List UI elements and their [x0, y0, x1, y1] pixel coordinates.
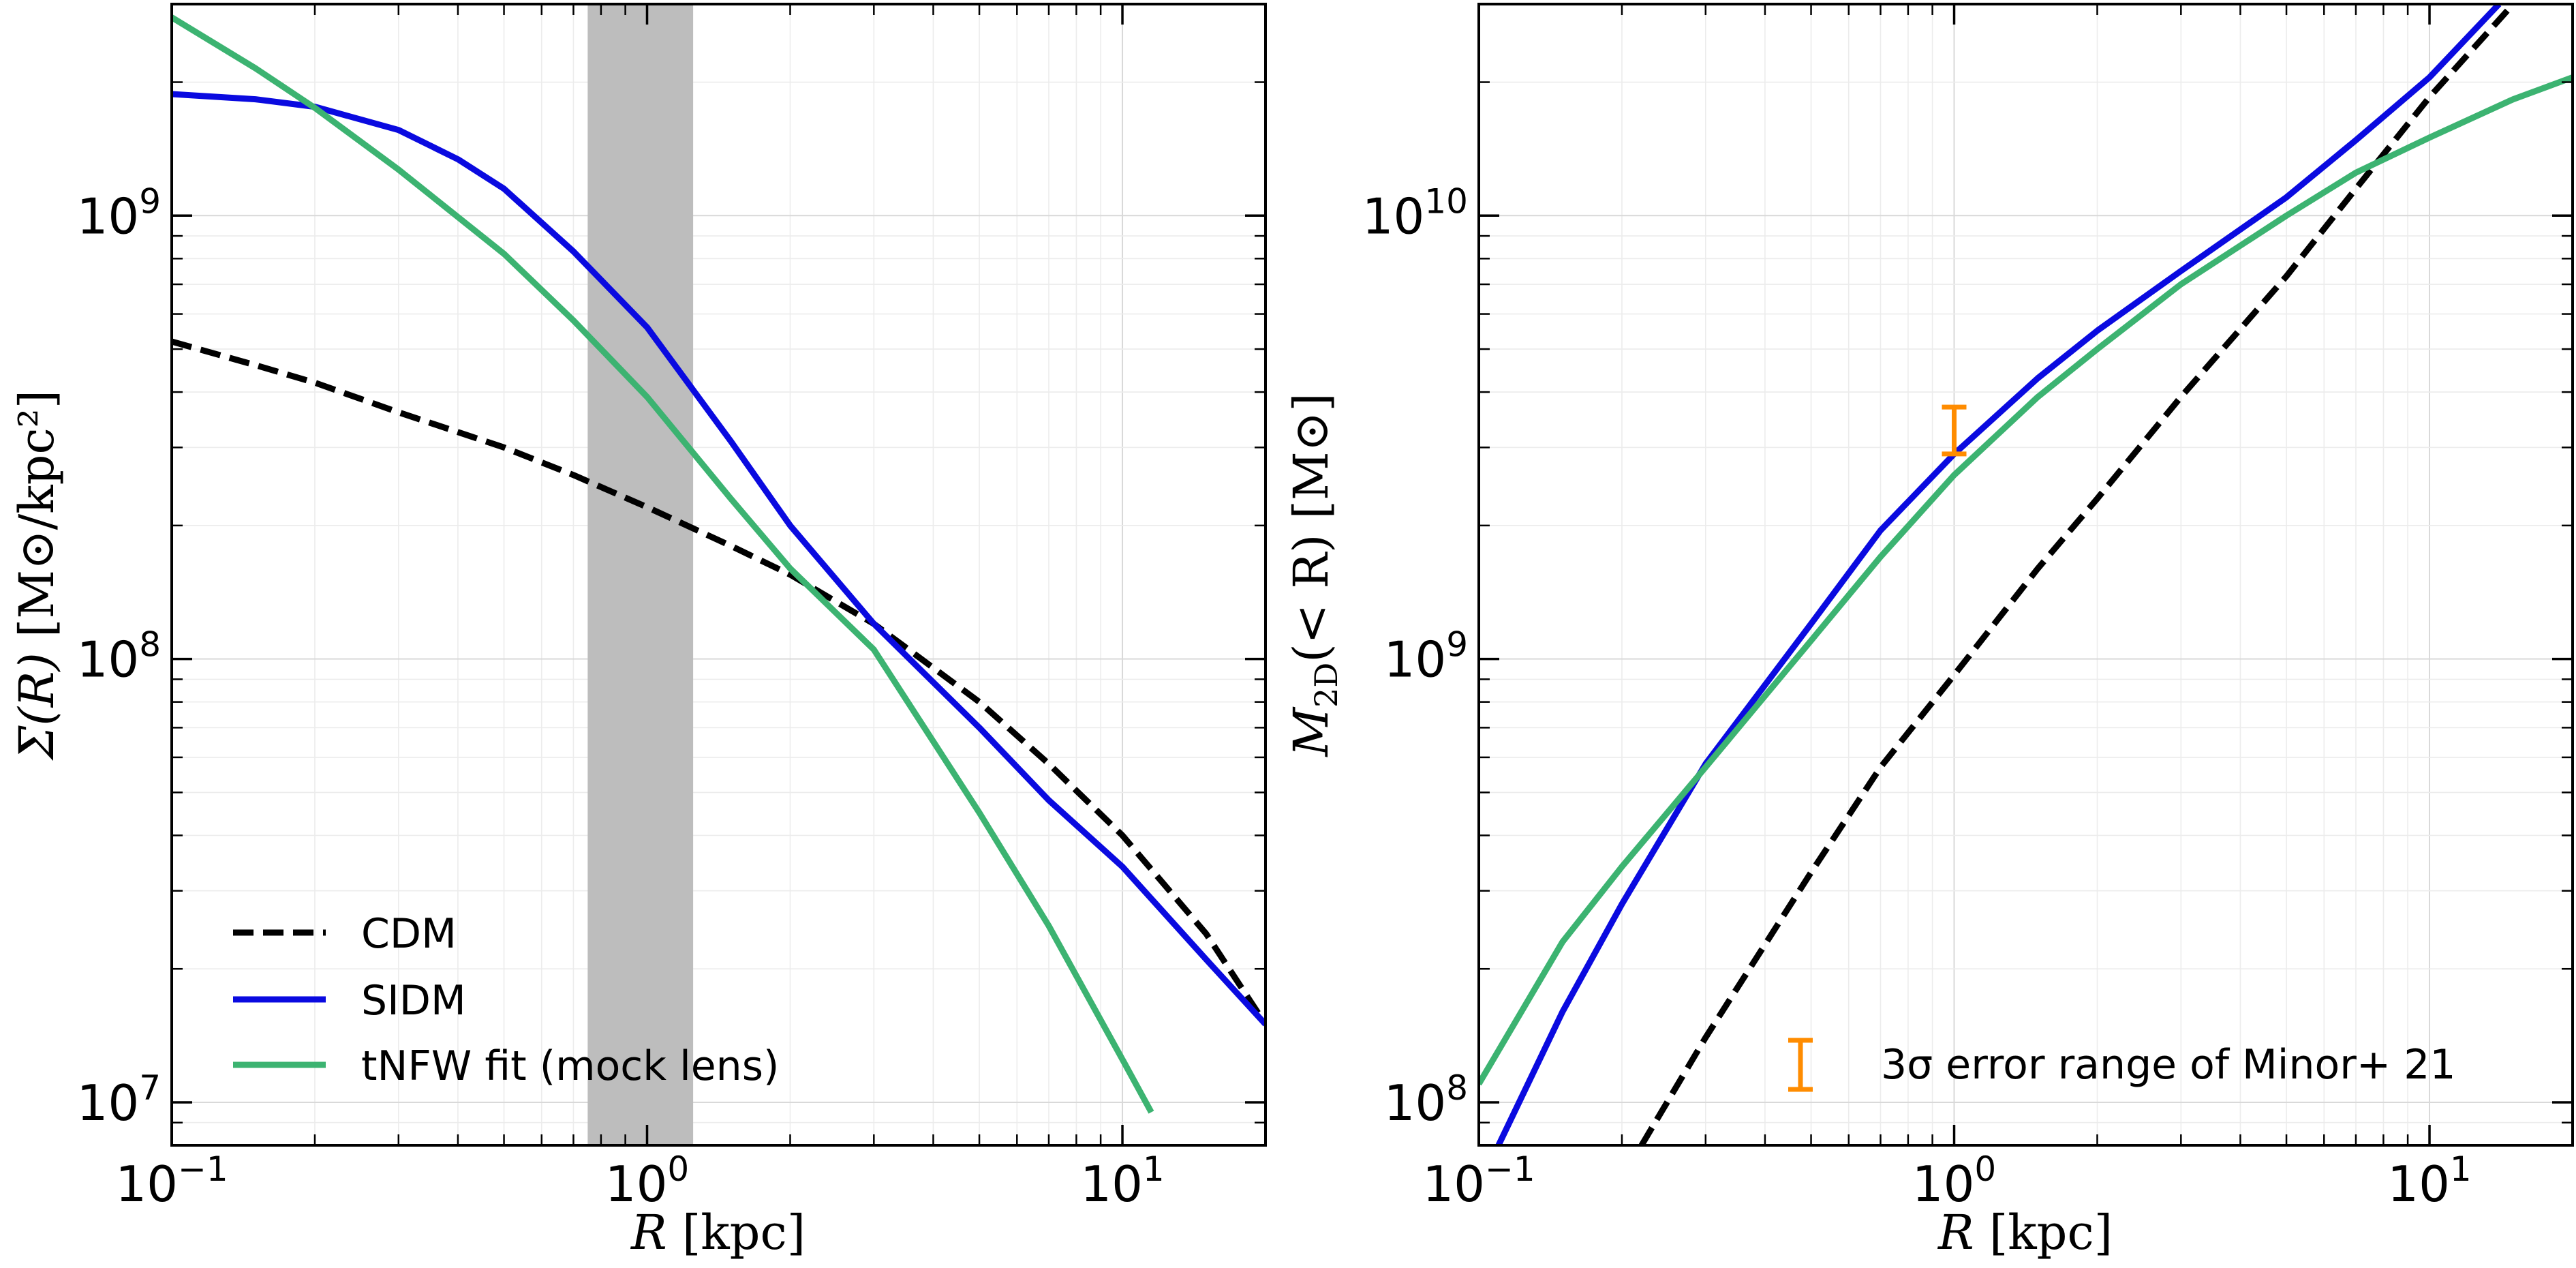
left-shaded-region [587, 4, 694, 1145]
left-series-cdm [172, 338, 1266, 1026]
right-y-tick-label: 108 [1384, 1068, 1468, 1132]
left-x-tick-label: 101 [1080, 1149, 1164, 1213]
left-series [172, 14, 1266, 1114]
right-y-axis-label: M2D(< R) [M⊙] [1283, 393, 1345, 757]
annotation-legend: 3σ error range of Minor+ 21 [1788, 1038, 2456, 1092]
left-panel: 10−1 100 101 107 108 109 R [kpc] Σ(R) [M⊙/kpc… [9, 3, 1267, 1261]
right-series-cdm [1638, 4, 2516, 1145]
right-grid [1478, 3, 2573, 1146]
legend-label-sidm: SIDM [361, 977, 466, 1025]
right-panel: 10−1 100 101 108 109 1010 R [kpc] M2D(< R) [M… [1283, 3, 2574, 1261]
left-x-tick-label: 100 [605, 1149, 689, 1213]
left-series-tnfw [172, 14, 1154, 1114]
left-y-axis-label: Σ(R) [M⊙/kpc²] [9, 390, 65, 761]
annotation-text: 3σ error range of Minor+ 21 [1881, 1041, 2456, 1089]
right-x-tick-label: 100 [1912, 1149, 1996, 1213]
right-ticks [1477, 3, 2574, 1147]
right-x-axis-label: R [kpc] [1937, 1205, 2113, 1261]
legend-label-tnfw: tNFW fit (mock lens) [361, 1042, 779, 1090]
legend: CDM SIDM tNFW fit (mock lens) [233, 910, 779, 1090]
left-grid [171, 3, 1266, 1146]
left-y-tick-label: 109 [77, 181, 161, 245]
right-y-tick-label: 1010 [1362, 181, 1468, 245]
left-shaded-band [587, 4, 694, 1145]
right-series-tnfw [1479, 74, 2573, 1086]
right-plot-frame [1477, 3, 2574, 1147]
left-ticks [170, 3, 1267, 1147]
legend-label-cdm: CDM [361, 910, 457, 958]
left-x-axis-label: R [kpc] [630, 1205, 806, 1261]
left-y-tick-label: 108 [77, 625, 161, 689]
right-y-tick-label: 109 [1384, 625, 1468, 689]
right-series-sidm [1495, 4, 2502, 1145]
right-x-tick-label: 10−1 [1422, 1149, 1535, 1213]
left-series-sidm [172, 91, 1266, 1027]
left-y-tick-label: 107 [77, 1068, 161, 1132]
left-tick-labels: 10−1 100 101 107 108 109 [77, 181, 1165, 1213]
left-x-tick-label: 10−1 [115, 1149, 228, 1213]
right-x-tick-label: 101 [2387, 1149, 2471, 1213]
right-series [1479, 4, 2573, 1145]
right-tick-labels: 10−1 100 101 108 109 1010 [1362, 181, 2472, 1213]
left-plot-frame [170, 3, 1267, 1147]
right-error-bar [1942, 404, 1967, 457]
